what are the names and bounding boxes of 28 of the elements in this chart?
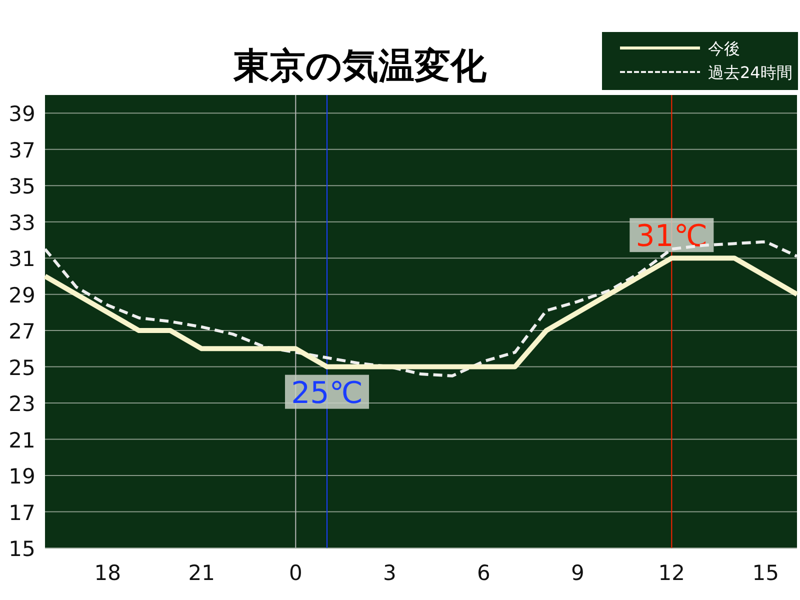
x-tick-label: 21 <box>188 561 216 585</box>
y-tick-label: 27 <box>8 320 36 344</box>
legend-label: 今後 <box>708 39 740 58</box>
y-tick-label: 35 <box>8 174 36 199</box>
y-tick-label: 17 <box>8 500 36 525</box>
y-tick-label: 29 <box>8 283 36 308</box>
annotation: 25℃ <box>285 374 369 411</box>
y-tick-label: 21 <box>8 428 36 452</box>
x-tick-label: 6 <box>476 561 490 585</box>
chart-title: 東京の気温変化 <box>232 46 488 87</box>
legend-label: 過去24時間 <box>708 63 792 82</box>
x-tick-label: 18 <box>94 561 122 585</box>
y-tick-label: 37 <box>8 138 36 162</box>
x-tick-label: 15 <box>752 561 780 585</box>
annotation: 25℃ <box>291 376 363 411</box>
annotation: 31℃ <box>636 219 708 254</box>
x-tick-label: 3 <box>382 561 396 585</box>
y-tick-label: 23 <box>8 392 36 416</box>
y-tick-label: 33 <box>8 210 36 235</box>
y-tick-label: 15 <box>8 537 36 561</box>
y-tick-label: 19 <box>8 464 36 489</box>
annotation: 31℃ <box>630 218 714 254</box>
y-tick-label: 39 <box>8 102 36 126</box>
x-tick-label: 12 <box>658 561 686 585</box>
y-tick-label: 25 <box>8 356 36 380</box>
y-tick-label: 31 <box>8 247 36 272</box>
x-tick-label: 9 <box>570 561 584 585</box>
x-tick-label: 0 <box>288 561 302 585</box>
